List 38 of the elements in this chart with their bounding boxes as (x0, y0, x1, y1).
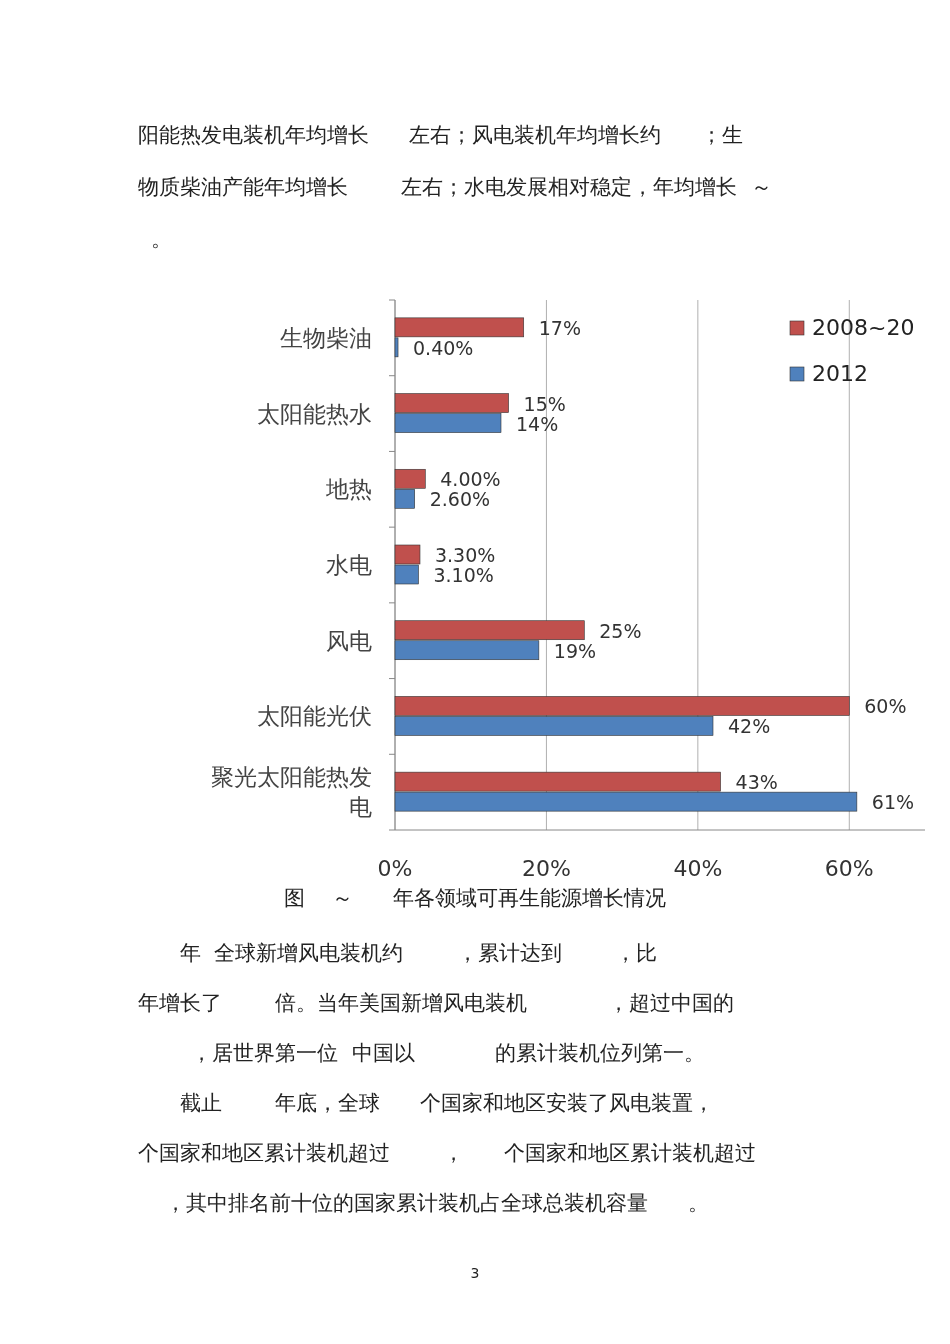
data-label: 2.60% (429, 488, 491, 511)
y-tick-label: 风电 (326, 627, 372, 654)
text: 年 全球新增风电装机约 ，累计达到 ，比 (180, 941, 658, 965)
legend-label: 2012 (812, 361, 868, 386)
x-tick-label: 20% (521, 856, 571, 881)
y-tick-label: 生物柴油 (280, 324, 372, 351)
data-label: 3.10% (433, 564, 494, 586)
y-tick-label: 地热 (325, 476, 372, 503)
text: 个国家和地区累计装机超过 ， 个国家和地区累计装机超过 (138, 1141, 757, 1165)
data-label: 42% (728, 715, 771, 738)
data-label: 14% (516, 412, 559, 435)
text: 截止 年底，全球 个国家和地区安装了风电装置， (180, 1091, 715, 1115)
data-label: 15% (523, 392, 566, 415)
text: 阳能热发电装机年均增长 左右；风电装机年均增长约 ；生 (138, 123, 744, 147)
text: 年增长了 倍。当年美国新增风电装机 ，超过中国的 (138, 991, 734, 1015)
text: 物质柴油产能年均增长 左右；水电发展相对稳定，年均增长 ～ (138, 175, 772, 199)
text: 。 (138, 227, 173, 251)
x-tick-label: 60% (824, 856, 874, 881)
y-tick-label: 聚光太阳能热发电 (211, 764, 372, 821)
data-label: 17% (538, 316, 581, 339)
data-label: 3.30% (434, 544, 496, 566)
data-label: 4.00% (440, 468, 501, 491)
data-label: 19% (553, 639, 597, 662)
x-tick-label: 40% (673, 856, 723, 881)
text: 图 ～ 年各领域可再生能源增长情况 (284, 886, 666, 910)
y-tick-label: 水电 (326, 552, 372, 578)
data-label: 43% (735, 771, 778, 794)
data-label: 60% (864, 695, 907, 718)
data-label: 0.40% (413, 336, 474, 359)
data-label: 25% (599, 619, 642, 642)
legend-label: 2008~20 (812, 315, 915, 340)
data-label: 61% (871, 791, 915, 814)
x-tick-label: 0% (377, 856, 413, 881)
text: ，其中排名前十位的国家累计装机占全球总装机容量 。 (138, 1191, 709, 1215)
text: ，居世界第一位 中国以 的累计装机位列第一。 (138, 1041, 705, 1065)
text: 3 (470, 1265, 480, 1281)
y-tick-label: 太阳能光伏 (257, 703, 372, 730)
y-tick-label: 太阳能热水 (257, 400, 372, 427)
